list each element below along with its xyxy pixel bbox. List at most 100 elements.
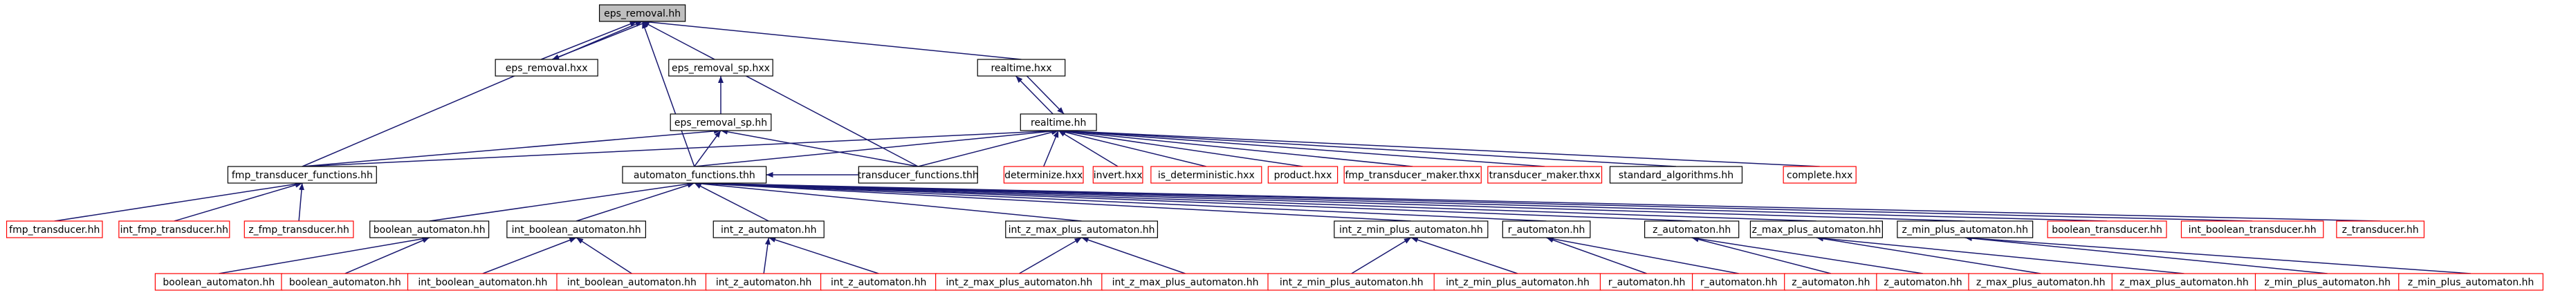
node-label[interactable]: automaton_functions.thh <box>634 170 755 181</box>
edge <box>694 182 769 222</box>
node-label[interactable]: z_min_plus_automaton.hh <box>1902 225 2028 236</box>
node-label[interactable]: fmp_transducer_maker.thxx <box>1345 170 1480 181</box>
node-box[interactable] <box>598 4 686 22</box>
node-label[interactable]: transducer_functions.thh <box>858 170 979 181</box>
node-label[interactable]: int_z_max_plus_automaton.hh <box>946 277 1092 288</box>
node-label[interactable]: boolean_transducer.hh <box>2052 225 2162 236</box>
node-label[interactable]: z_automaton.hh <box>1653 225 1731 236</box>
node-box[interactable] <box>1343 166 1482 184</box>
node-label[interactable]: int_z_max_plus_automaton.hh <box>1112 277 1259 288</box>
node-label[interactable]: int_z_automaton.hh <box>721 225 816 236</box>
node-box[interactable] <box>1003 166 1084 184</box>
node-label[interactable]: r_automaton.hh <box>1508 225 1585 236</box>
node-label[interactable]: z_fmp_transducer.hh <box>248 225 349 236</box>
node-label[interactable]: realtime.hh <box>1031 117 1086 129</box>
node-box[interactable] <box>243 220 354 238</box>
node-label[interactable]: transducer_maker.thxx <box>1489 170 1601 181</box>
node-label[interactable]: z_transducer.hh <box>2342 225 2419 236</box>
node-label[interactable]: eps_removal_sp.hh <box>674 117 767 129</box>
node-box[interactable] <box>407 273 558 291</box>
node-label[interactable]: z_automaton.hh <box>1792 277 1870 288</box>
node-box[interactable] <box>2047 220 2167 238</box>
node-label[interactable]: standard_algorithms.hh <box>1619 170 1733 181</box>
node-box[interactable] <box>1487 166 1603 184</box>
node-box[interactable] <box>670 113 772 131</box>
node-label[interactable]: int_z_min_plus_automaton.hh <box>1280 277 1424 288</box>
node-label[interactable]: z_max_plus_automaton.hh <box>2119 277 2249 288</box>
node-label[interactable]: product.hxx <box>1274 170 1332 181</box>
node-box[interactable] <box>1749 220 1883 238</box>
node-label[interactable]: complete.hxx <box>1787 170 1852 181</box>
node-label[interactable]: eps_removal.hxx <box>506 63 588 74</box>
node-box[interactable] <box>977 59 1066 77</box>
node-label[interactable]: determinize.hxx <box>1004 170 1083 181</box>
node-box[interactable] <box>1644 220 1740 238</box>
node-box[interactable] <box>820 273 937 291</box>
node-label[interactable]: boolean_automaton.hh <box>163 277 275 288</box>
node-box[interactable] <box>622 166 767 184</box>
node-box[interactable] <box>2111 273 2257 291</box>
node-box[interactable] <box>2398 273 2543 291</box>
node-label[interactable]: z_max_plus_automaton.hh <box>1976 277 2106 288</box>
node-box[interactable] <box>2336 220 2425 238</box>
node-box[interactable] <box>506 220 646 238</box>
node-box[interactable] <box>1020 113 1097 131</box>
node-box[interactable] <box>1502 220 1591 238</box>
node-label[interactable]: z_automaton.hh <box>1884 277 1962 288</box>
edge <box>54 181 302 222</box>
node-label[interactable]: boolean_automaton.hh <box>289 277 401 288</box>
node-label[interactable]: int_z_min_plus_automaton.hh <box>1446 277 1590 288</box>
node-box[interactable] <box>1334 220 1489 238</box>
node-box[interactable] <box>2180 220 2324 238</box>
node-box[interactable] <box>369 220 490 238</box>
node-box[interactable] <box>154 273 283 291</box>
edge <box>918 129 1059 167</box>
node-box[interactable] <box>1876 273 1970 291</box>
node-label[interactable]: eps_removal_sp.hxx <box>672 63 770 74</box>
node-box[interactable] <box>227 166 377 184</box>
node-label[interactable]: int_boolean_transducer.hh <box>2189 225 2317 236</box>
node-label[interactable]: int_boolean_automaton.hh <box>418 277 547 288</box>
node-box[interactable] <box>705 273 822 291</box>
edge <box>694 180 2381 222</box>
node-label[interactable]: int_fmp_transducer.hh <box>120 225 228 236</box>
node-box[interactable] <box>118 220 230 238</box>
node-label[interactable]: r_automaton.hh <box>1608 277 1686 288</box>
node-box[interactable] <box>1897 220 2034 238</box>
node-label[interactable]: realtime.hxx <box>991 63 1051 74</box>
node-label[interactable]: z_max_plus_automaton.hh <box>1752 225 1882 236</box>
node-box[interactable] <box>6 220 103 238</box>
node-box[interactable] <box>858 166 978 184</box>
node-box[interactable] <box>1267 273 1436 291</box>
node-box[interactable] <box>1101 273 1269 291</box>
node-box[interactable] <box>1005 220 1159 238</box>
node-box[interactable] <box>1783 166 1857 184</box>
node-box[interactable] <box>495 59 598 77</box>
node-box[interactable] <box>1092 166 1143 184</box>
node-label[interactable]: fmp_transducer.hh <box>9 225 100 236</box>
node-label[interactable]: int_boolean_automaton.hh <box>512 225 641 236</box>
node-box[interactable] <box>712 220 825 238</box>
node-box[interactable] <box>1267 166 1338 184</box>
edge <box>1081 237 1186 274</box>
node-label[interactable]: int_z_min_plus_automaton.hh <box>1339 225 1483 236</box>
node-label[interactable]: z_min_plus_automaton.hh <box>2408 277 2534 288</box>
node-label[interactable]: r_automaton.hh <box>1700 277 1778 288</box>
node-box[interactable] <box>935 273 1103 291</box>
node-box[interactable] <box>1150 166 1262 184</box>
edge <box>1043 130 1059 167</box>
node-label[interactable]: invert.hxx <box>1094 170 1143 181</box>
node-label[interactable]: int_z_automaton.hh <box>716 277 811 288</box>
node-box[interactable] <box>668 59 773 77</box>
node-label[interactable]: fmp_transducer_functions.hh <box>232 170 373 181</box>
node-label[interactable]: is_deterministic.hxx <box>1158 170 1255 181</box>
node-box[interactable] <box>1433 273 1602 291</box>
node-label[interactable]: boolean_automaton.hh <box>374 225 486 236</box>
node-box[interactable] <box>1609 166 1743 184</box>
node-label[interactable]: z_min_plus_automaton.hh <box>2264 277 2391 288</box>
node-box[interactable] <box>1599 273 1694 291</box>
node-label[interactable]: eps_removal.hh <box>604 8 681 19</box>
node-label[interactable]: int_z_max_plus_automaton.hh <box>1009 225 1155 236</box>
node-label[interactable]: int_boolean_automaton.hh <box>567 277 697 288</box>
node-label[interactable]: int_z_automaton.hh <box>831 277 926 288</box>
